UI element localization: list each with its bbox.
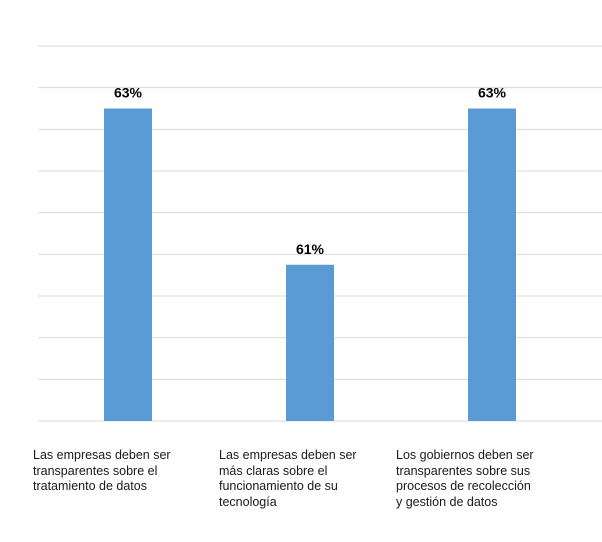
- bars: [104, 108, 516, 421]
- bar-3: [468, 108, 516, 421]
- data-label-2: 61%: [296, 241, 325, 257]
- category-label-1: Las empresas deben ser transparentes sob…: [33, 448, 171, 493]
- bar-2: [286, 264, 334, 421]
- data-label-3: 63%: [478, 85, 507, 101]
- category-label-3: Los gobiernos deben ser transparentes so…: [396, 448, 534, 509]
- bar-1: [104, 108, 152, 421]
- data-label-1: 63%: [114, 85, 143, 101]
- category-label-2: Las empresas deben ser más claras sobre …: [219, 448, 357, 509]
- bar-chart: 63% 61% 63%: [38, 45, 602, 422]
- data-labels: 63% 61% 63%: [114, 85, 507, 257]
